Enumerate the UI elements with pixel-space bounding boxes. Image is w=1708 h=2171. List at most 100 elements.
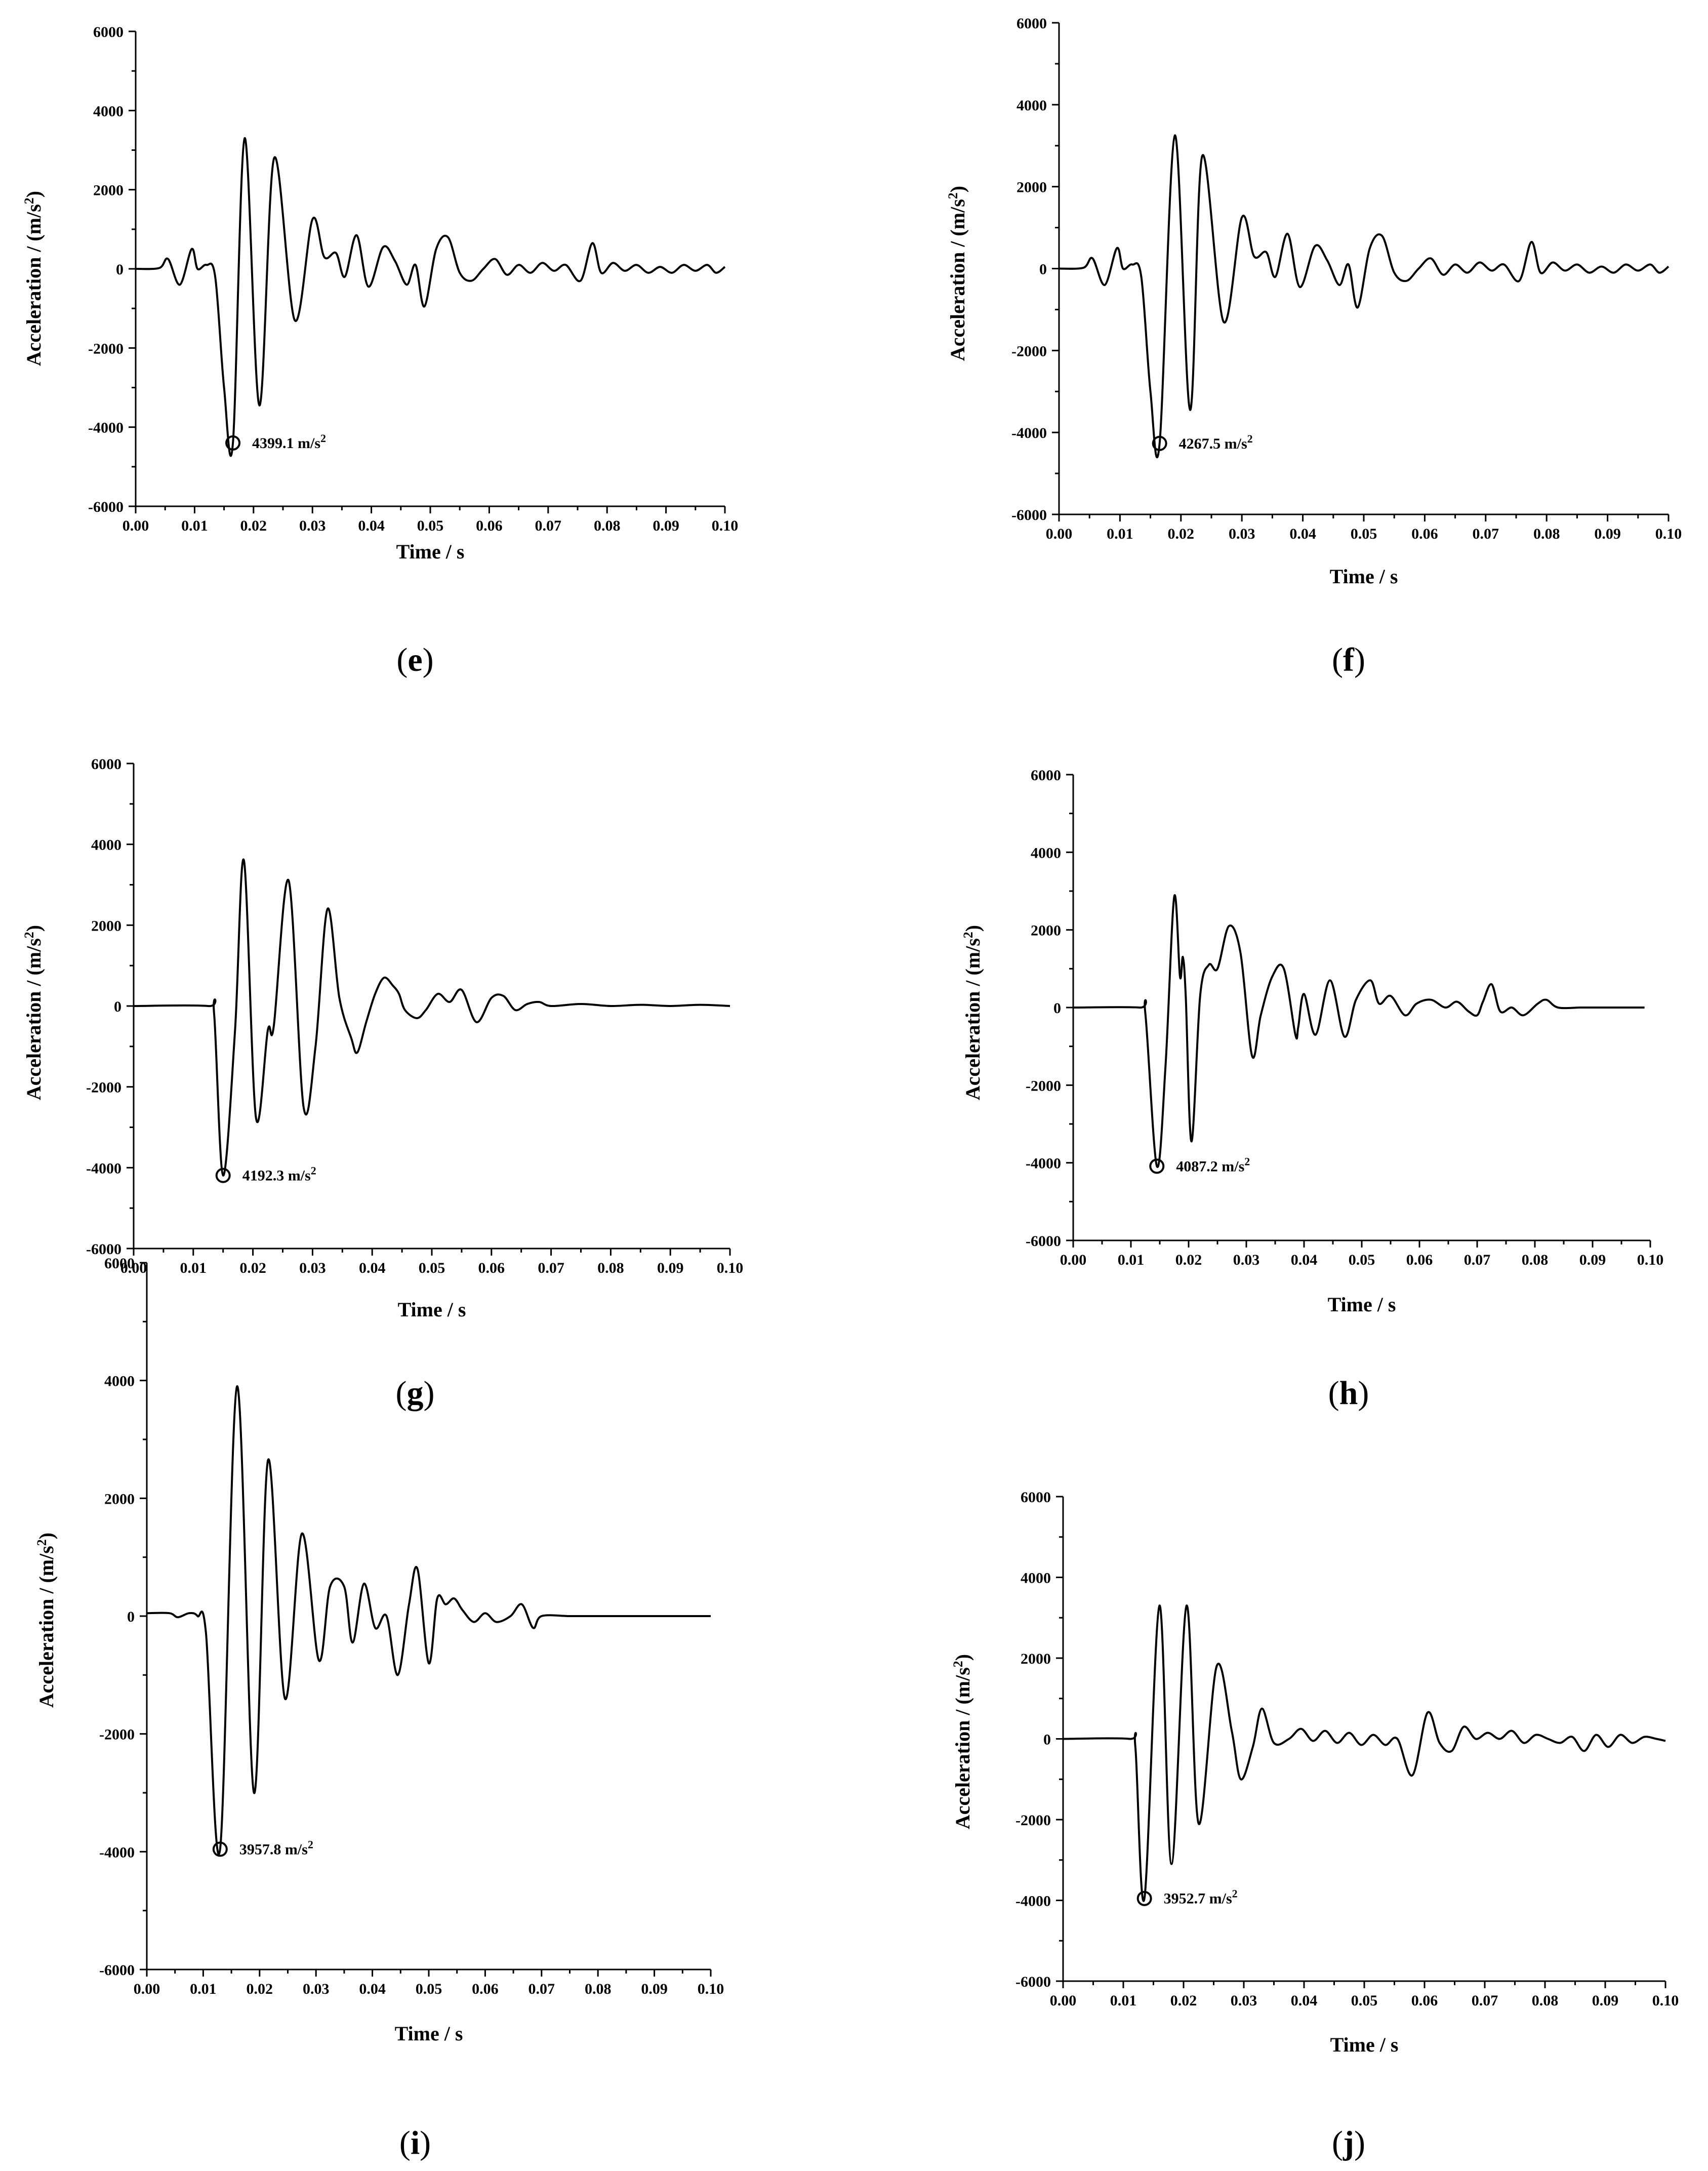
y-axis-title: Acceleration / (m/s2) [22,925,45,1100]
y-tick-label: 6000 [1016,15,1047,32]
y-tick-label: 4000 [91,837,121,854]
y-tick-label: 2000 [1031,922,1061,939]
series-line-0 [1063,1604,1666,1902]
y-tick-label: -2000 [1026,1077,1061,1094]
x-tick-label: 0.01 [181,517,208,534]
peak-marker [225,435,241,451]
y-axis-title-sup: 2 [22,932,36,938]
panel-label: (j) [1332,2124,1365,2161]
y-axis-title-sup: 2 [22,197,36,204]
peak-annotation-sup: 2 [320,432,326,445]
y-axis-title: Acceleration / (m/s2) [951,1654,974,1829]
y-axis-title: Acceleration / (m/s2) [961,925,984,1100]
peak-annotation: 3952.7 m/s2 [1164,1887,1238,1907]
panel-label-letter: g [407,1375,424,1412]
y-tick-label: 0 [114,998,121,1015]
x-tick-label: 0.10 [1652,1992,1679,2009]
y-tick-label: 2000 [93,182,124,199]
panel-label-letter: f [1343,641,1355,678]
panel-label: (i) [399,2124,431,2161]
x-tick-label: 0.09 [1592,1992,1619,2009]
x-tick-label: 0.08 [594,517,621,534]
x-tick-label: 0.02 [1170,1992,1197,2009]
y-axis-title: Acceleration / (m/s2) [34,1533,58,1708]
chart-g: 0.00 0.01 0.02 0.03 0.04 0.05 0.06 0.07 0.08 0.09… [22,756,743,1412]
y-tick-label: 6000 [1031,767,1061,784]
x-tick-label: 0.05 [419,1260,445,1276]
x-tick-label: 0.07 [538,1260,564,1276]
y-axis-title-end: ) [22,191,45,197]
y-axis-title-end: ) [22,925,45,932]
x-tick-label: 0.03 [299,1260,326,1276]
y-axis-title-main: Acceleration / (m/s [35,1546,58,1708]
peak-annotation-sup: 2 [1247,432,1253,445]
x-tick-label: 0.09 [657,1260,684,1276]
x-tick-label: 0.06 [1411,1992,1438,2009]
y-axis-title-end: ) [946,186,969,192]
panel-label-close: ) [1354,641,1365,678]
y-tick-label: 0 [116,261,124,278]
y-tick-label: 0 [127,1609,135,1625]
y-tick-label: -6000 [88,499,124,515]
panel-label: (f) [1332,641,1365,678]
panel-label-close: ) [424,1375,435,1412]
y-tick-label: 4000 [93,103,124,119]
panel-label-open: ( [396,641,408,678]
x-tick-label: 0.02 [1168,526,1195,542]
series-line-0 [1073,894,1645,1168]
panel-label-letter: h [1339,1375,1358,1412]
peak-marker [215,1168,231,1183]
y-tick-label: 2000 [1016,179,1047,196]
x-tick-label: 0.05 [1351,526,1377,542]
peak-annotation-sup: 2 [1244,1155,1250,1168]
y-tick-label: 4000 [1016,97,1047,114]
y-tick-label: 0 [1053,1000,1061,1017]
series-line-0 [133,858,730,1177]
x-axis-title: Time / s [1328,1293,1396,1316]
y-axis-title-end: ) [951,1654,974,1661]
x-axis-title: Time / s [396,540,465,563]
x-axis-title: Time / s [1330,565,1398,588]
panel-label-letter: e [408,641,422,678]
peak-annotation: 4087.2 m/s2 [1176,1155,1250,1175]
x-tick-label: 0.03 [1233,1252,1260,1268]
peak-annotation-value: 4087.2 m/s [1176,1158,1244,1175]
x-tick-label: 0.05 [1351,1992,1378,2009]
y-tick-label: -2000 [99,1726,135,1743]
x-tick-label: 0.00 [1046,526,1073,542]
panel-label: (h) [1328,1375,1369,1412]
y-tick-label: -4000 [88,420,124,436]
panel-label-open: ( [1328,1375,1339,1412]
x-tick-label: 0.10 [712,517,739,534]
panel-label-letter: j [1343,2124,1354,2161]
x-tick-label: 0.10 [698,1981,724,1997]
y-axis-title-main: Acceleration / (m/s [22,938,45,1100]
peak-annotation-value: 3957.8 m/s [239,1841,308,1858]
x-tick-label: 0.03 [1231,1992,1257,2009]
peak-annotation-value: 4267.5 m/s [1179,435,1247,452]
y-axis-title: Acceleration / (m/s2) [946,186,969,361]
x-tick-label: 0.07 [1472,1992,1498,2009]
y-tick-label: 6000 [104,1255,135,1272]
x-tick-label: 0.03 [299,517,326,534]
x-tick-label: 0.06 [472,1981,499,1997]
panel-label-open: ( [399,2124,411,2161]
x-tick-label: 0.00 [1050,1992,1077,2009]
peak-annotation: 3957.8 m/s2 [239,1838,313,1858]
x-tick-label: 0.05 [417,517,444,534]
peak-marker [1136,1891,1152,1906]
x-tick-label: 0.08 [1532,1992,1559,2009]
y-tick-label: -6000 [1026,1233,1061,1250]
y-tick-label: -2000 [88,340,124,357]
x-axis-title: Time / s [1330,2033,1399,2056]
chart-f: 0.00 0.01 0.02 0.03 0.04 0.05 0.06 0.07 0.08 0.09… [946,15,1682,678]
x-tick-label: 0.02 [247,1981,273,1997]
peak-marker [1152,435,1167,451]
panel-label-close: ) [420,2124,431,2161]
y-tick-label: 6000 [91,756,121,773]
x-tick-label: 0.02 [1175,1252,1202,1268]
x-tick-label: 0.04 [359,1260,386,1276]
series-line-0 [146,1385,711,1856]
y-axis-title-end: ) [35,1533,58,1539]
x-tick-label: 0.06 [1406,1252,1433,1268]
